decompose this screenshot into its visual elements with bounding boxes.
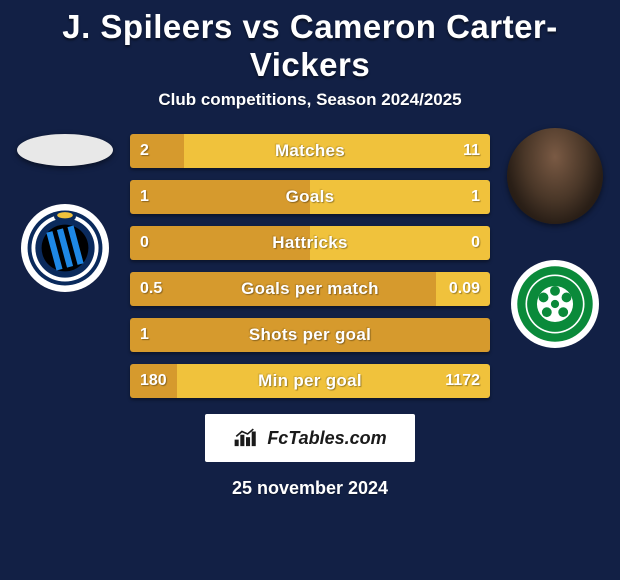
- bar-label: Goals: [130, 180, 490, 214]
- stat-bar: 211Matches: [130, 134, 490, 168]
- date-label: 25 november 2024: [0, 478, 620, 499]
- watermark-text: FcTables.com: [267, 428, 386, 449]
- bar-label: Shots per goal: [130, 318, 490, 352]
- stat-bar: 0.50.09Goals per match: [130, 272, 490, 306]
- comparison-layout: 211Matches 11Goals 00Hattricks 0.50.09Goals…: [0, 128, 620, 398]
- bar-label: Goals per match: [130, 272, 490, 306]
- watermark: FcTables.com: [205, 414, 415, 462]
- stat-bar: 1801172Min per goal: [130, 364, 490, 398]
- left-side: [10, 128, 120, 292]
- stat-bar: 11Goals: [130, 180, 490, 214]
- right-player-avatar: [507, 128, 603, 224]
- left-player-avatar: [17, 134, 113, 166]
- watermark-chart-icon: [233, 428, 259, 448]
- page-subtitle: Club competitions, Season 2024/2025: [0, 90, 620, 128]
- bar-label: Hattricks: [130, 226, 490, 260]
- bar-label: Min per goal: [130, 364, 490, 398]
- right-side: [500, 128, 610, 348]
- club-brugge-icon: [26, 209, 104, 287]
- left-club-logo: [21, 204, 109, 292]
- bar-label: Matches: [130, 134, 490, 168]
- bars-container: 211Matches 11Goals 00Hattricks 0.50.09Goals…: [130, 128, 490, 398]
- stat-bar: 1Shots per goal: [130, 318, 490, 352]
- celtic-icon: [514, 263, 596, 345]
- right-club-logo: [511, 260, 599, 348]
- stat-bar: 00Hattricks: [130, 226, 490, 260]
- page-title: J. Spileers vs Cameron Carter-Vickers: [0, 0, 620, 90]
